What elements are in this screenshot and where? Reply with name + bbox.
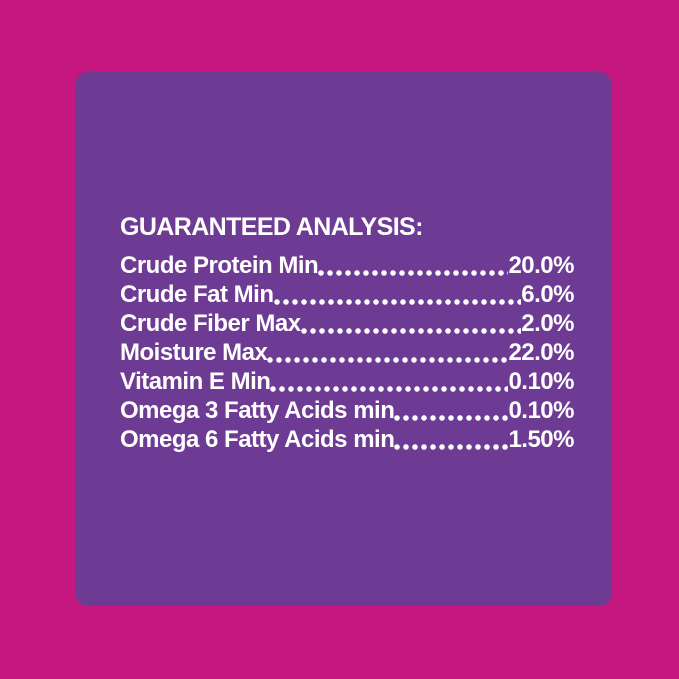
analysis-row-crude-fiber: Crude Fiber Max 2.0%	[120, 309, 574, 338]
analysis-row-moisture: Moisture Max 22.0%	[120, 338, 574, 367]
row-value: 1.50%	[508, 426, 574, 453]
row-label: Crude Protein Min	[120, 252, 319, 279]
dot-leader	[318, 270, 509, 276]
analysis-row-vitamin-e: Vitamin E Min 0.10%	[120, 367, 574, 396]
row-value: 2.0%	[521, 310, 574, 337]
row-label: Omega 3 Fatty Acids min	[120, 397, 395, 424]
row-label: Crude Fiber Max	[120, 310, 301, 337]
guaranteed-analysis-title: GUARANTEED ANALYSIS:	[120, 213, 423, 241]
analysis-row-omega-3: Omega 3 Fatty Acids min 0.10%	[120, 396, 574, 425]
analysis-row-crude-protein: Crude Protein Min 20.0%	[120, 251, 574, 280]
dot-leader	[394, 415, 509, 421]
row-value: 22.0%	[508, 339, 574, 366]
dot-leader	[270, 386, 509, 392]
row-label: Moisture Max	[120, 339, 268, 366]
dot-leader	[300, 328, 522, 334]
row-label: Crude Fat Min	[120, 281, 274, 308]
analysis-row-crude-fat: Crude Fat Min 6.0%	[120, 280, 574, 309]
row-label: Omega 6 Fatty Acids min	[120, 426, 395, 453]
row-value: 0.10%	[508, 368, 574, 395]
analysis-row-omega-6: Omega 6 Fatty Acids min 1.50%	[120, 425, 574, 454]
row-value: 6.0%	[521, 281, 574, 308]
dot-leader	[394, 444, 509, 450]
row-label: Vitamin E Min	[120, 368, 271, 395]
row-value: 0.10%	[508, 397, 574, 424]
guaranteed-analysis-panel: GUARANTEED ANALYSIS: Crude Protein Min 2…	[75, 72, 612, 606]
analysis-content: GUARANTEED ANALYSIS: Crude Protein Min 2…	[120, 212, 574, 454]
dot-leader	[267, 357, 509, 363]
dot-leader	[273, 299, 522, 305]
row-value: 20.0%	[508, 252, 574, 279]
